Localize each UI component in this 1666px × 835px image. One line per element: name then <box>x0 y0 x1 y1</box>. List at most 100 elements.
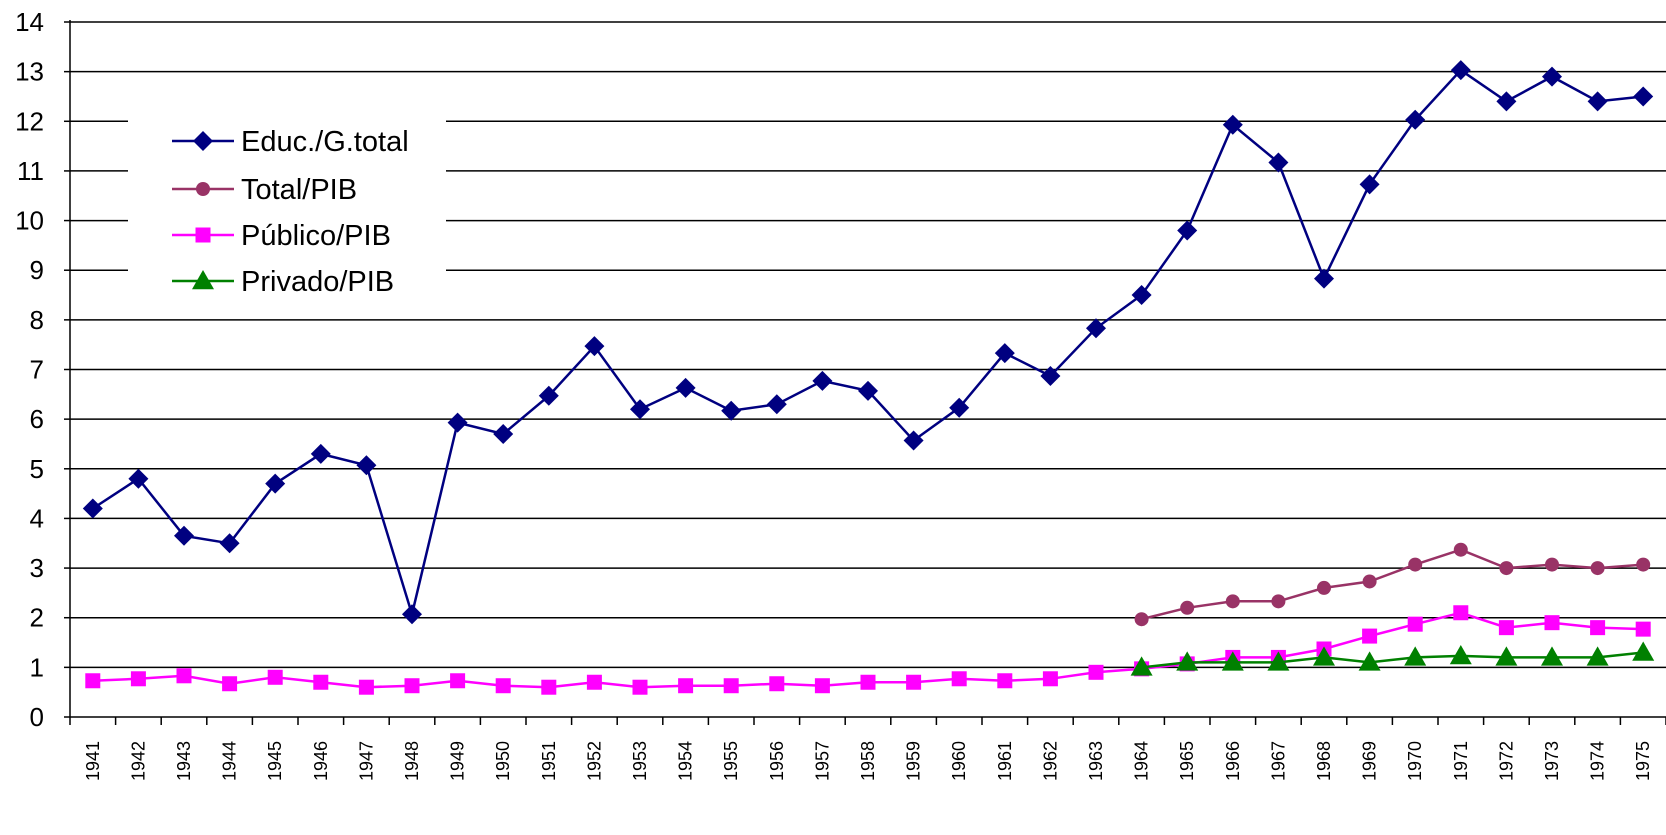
x-tick-label: 1950 <box>493 741 513 781</box>
data-point-marker <box>1042 671 1058 687</box>
legend-label: Total/PIB <box>241 174 357 206</box>
data-point-marker <box>128 468 149 489</box>
gridlines <box>70 21 1666 669</box>
y-tick-label: 11 <box>17 156 44 186</box>
x-tick-label: 1964 <box>1132 741 1152 781</box>
x-tick-label: 1972 <box>1496 741 1516 781</box>
data-point-marker <box>1180 600 1195 615</box>
x-tick-label: 1956 <box>767 741 787 781</box>
data-point-marker <box>1590 620 1606 636</box>
data-point-marker <box>812 370 833 391</box>
data-point-marker <box>1635 621 1651 637</box>
x-tick-label: 1948 <box>402 741 422 781</box>
y-tick-label: 7 <box>30 355 44 385</box>
data-point-marker <box>584 336 605 357</box>
data-point-marker <box>1449 644 1472 665</box>
data-point-marker <box>1130 656 1153 676</box>
x-tick-label: 1946 <box>311 741 331 781</box>
data-point-marker <box>858 380 878 401</box>
x-tick-label: 1951 <box>539 741 559 781</box>
data-point-marker <box>678 678 694 694</box>
x-tick-label: 1943 <box>174 741 194 781</box>
legend-label: Educ./G.total <box>241 126 409 158</box>
data-point-marker <box>1450 60 1471 81</box>
data-point-marker <box>1541 646 1563 666</box>
data-point-marker <box>85 673 101 689</box>
data-point-marker <box>219 533 240 554</box>
data-point-marker <box>769 676 785 692</box>
data-point-marker <box>1221 651 1244 671</box>
y-tick-label: 9 <box>30 255 44 285</box>
data-point-marker <box>1407 616 1423 632</box>
data-point-marker <box>1498 620 1514 636</box>
data-point-marker <box>447 412 468 433</box>
y-tick-label: 10 <box>15 206 44 236</box>
data-point-marker <box>358 679 374 695</box>
data-point-marker <box>495 678 511 694</box>
data-point-marker <box>1358 651 1381 671</box>
x-tick-label: 1963 <box>1086 741 1106 781</box>
x-tick-label: 1970 <box>1405 741 1425 781</box>
data-point-marker <box>1134 612 1149 627</box>
series-line <box>1141 651 1644 669</box>
x-tick-label: 1962 <box>1040 741 1060 781</box>
x-tick-label: 1965 <box>1177 741 1197 781</box>
data-point-marker <box>541 679 557 695</box>
data-point-marker <box>265 473 286 494</box>
data-point-marker <box>723 678 739 694</box>
data-point-marker <box>1453 605 1469 621</box>
y-tick-label: 1 <box>30 652 44 682</box>
data-point-marker <box>949 397 970 418</box>
legend-item: Total/PIB <box>172 174 357 206</box>
data-point-marker <box>1268 152 1289 173</box>
data-point-marker <box>1542 66 1562 87</box>
data-point-marker <box>1495 646 1518 666</box>
data-point-marker <box>1222 114 1243 135</box>
data-point-marker <box>356 455 377 476</box>
legend-label: Público/PIB <box>241 220 391 252</box>
legend-box <box>128 120 446 305</box>
data-point-marker <box>1359 174 1380 195</box>
x-tick-label: 1975 <box>1633 741 1653 781</box>
legend-item: Público/PIB <box>172 220 391 252</box>
data-point-marker <box>310 443 331 464</box>
data-point-marker <box>1131 285 1152 306</box>
data-point-marker <box>951 671 967 687</box>
x-tick-label: 1971 <box>1451 741 1471 781</box>
x-tick-label: 1947 <box>356 741 376 781</box>
data-point-marker <box>404 678 420 694</box>
x-tick-label: 1959 <box>904 741 924 781</box>
y-tick-label: 4 <box>30 503 44 533</box>
series-3 <box>1130 641 1655 676</box>
x-tick-label: 1945 <box>265 741 285 781</box>
data-point-marker <box>1314 268 1334 289</box>
x-tick-label: 1953 <box>630 741 650 781</box>
data-point-marker <box>766 394 787 415</box>
x-tick-label: 1958 <box>858 741 878 781</box>
data-point-marker <box>1271 594 1286 609</box>
data-point-marker <box>1544 615 1560 631</box>
data-point-marker <box>1225 594 1240 609</box>
data-point-marker <box>1086 318 1106 339</box>
data-point-marker <box>906 674 922 690</box>
y-tick-label: 13 <box>15 57 44 87</box>
data-point-marker <box>1586 646 1609 666</box>
y-tick-label: 14 <box>15 7 44 37</box>
legend-item: Privado/PIB <box>172 266 394 298</box>
legend-item: Educ./G.total <box>172 126 409 158</box>
data-point-marker <box>903 430 924 451</box>
x-tick-label: 1952 <box>584 741 604 781</box>
x-tick-label: 1961 <box>995 741 1015 781</box>
y-tick-label: 3 <box>30 553 44 583</box>
data-point-marker <box>82 498 103 519</box>
data-point-marker <box>997 673 1013 689</box>
data-point-marker <box>1632 641 1655 661</box>
data-point-marker <box>1317 580 1331 595</box>
data-point-marker <box>1177 220 1198 241</box>
y-tick-label: 0 <box>30 702 44 732</box>
x-tick-label: 1966 <box>1223 741 1243 781</box>
data-point-marker <box>267 669 283 685</box>
